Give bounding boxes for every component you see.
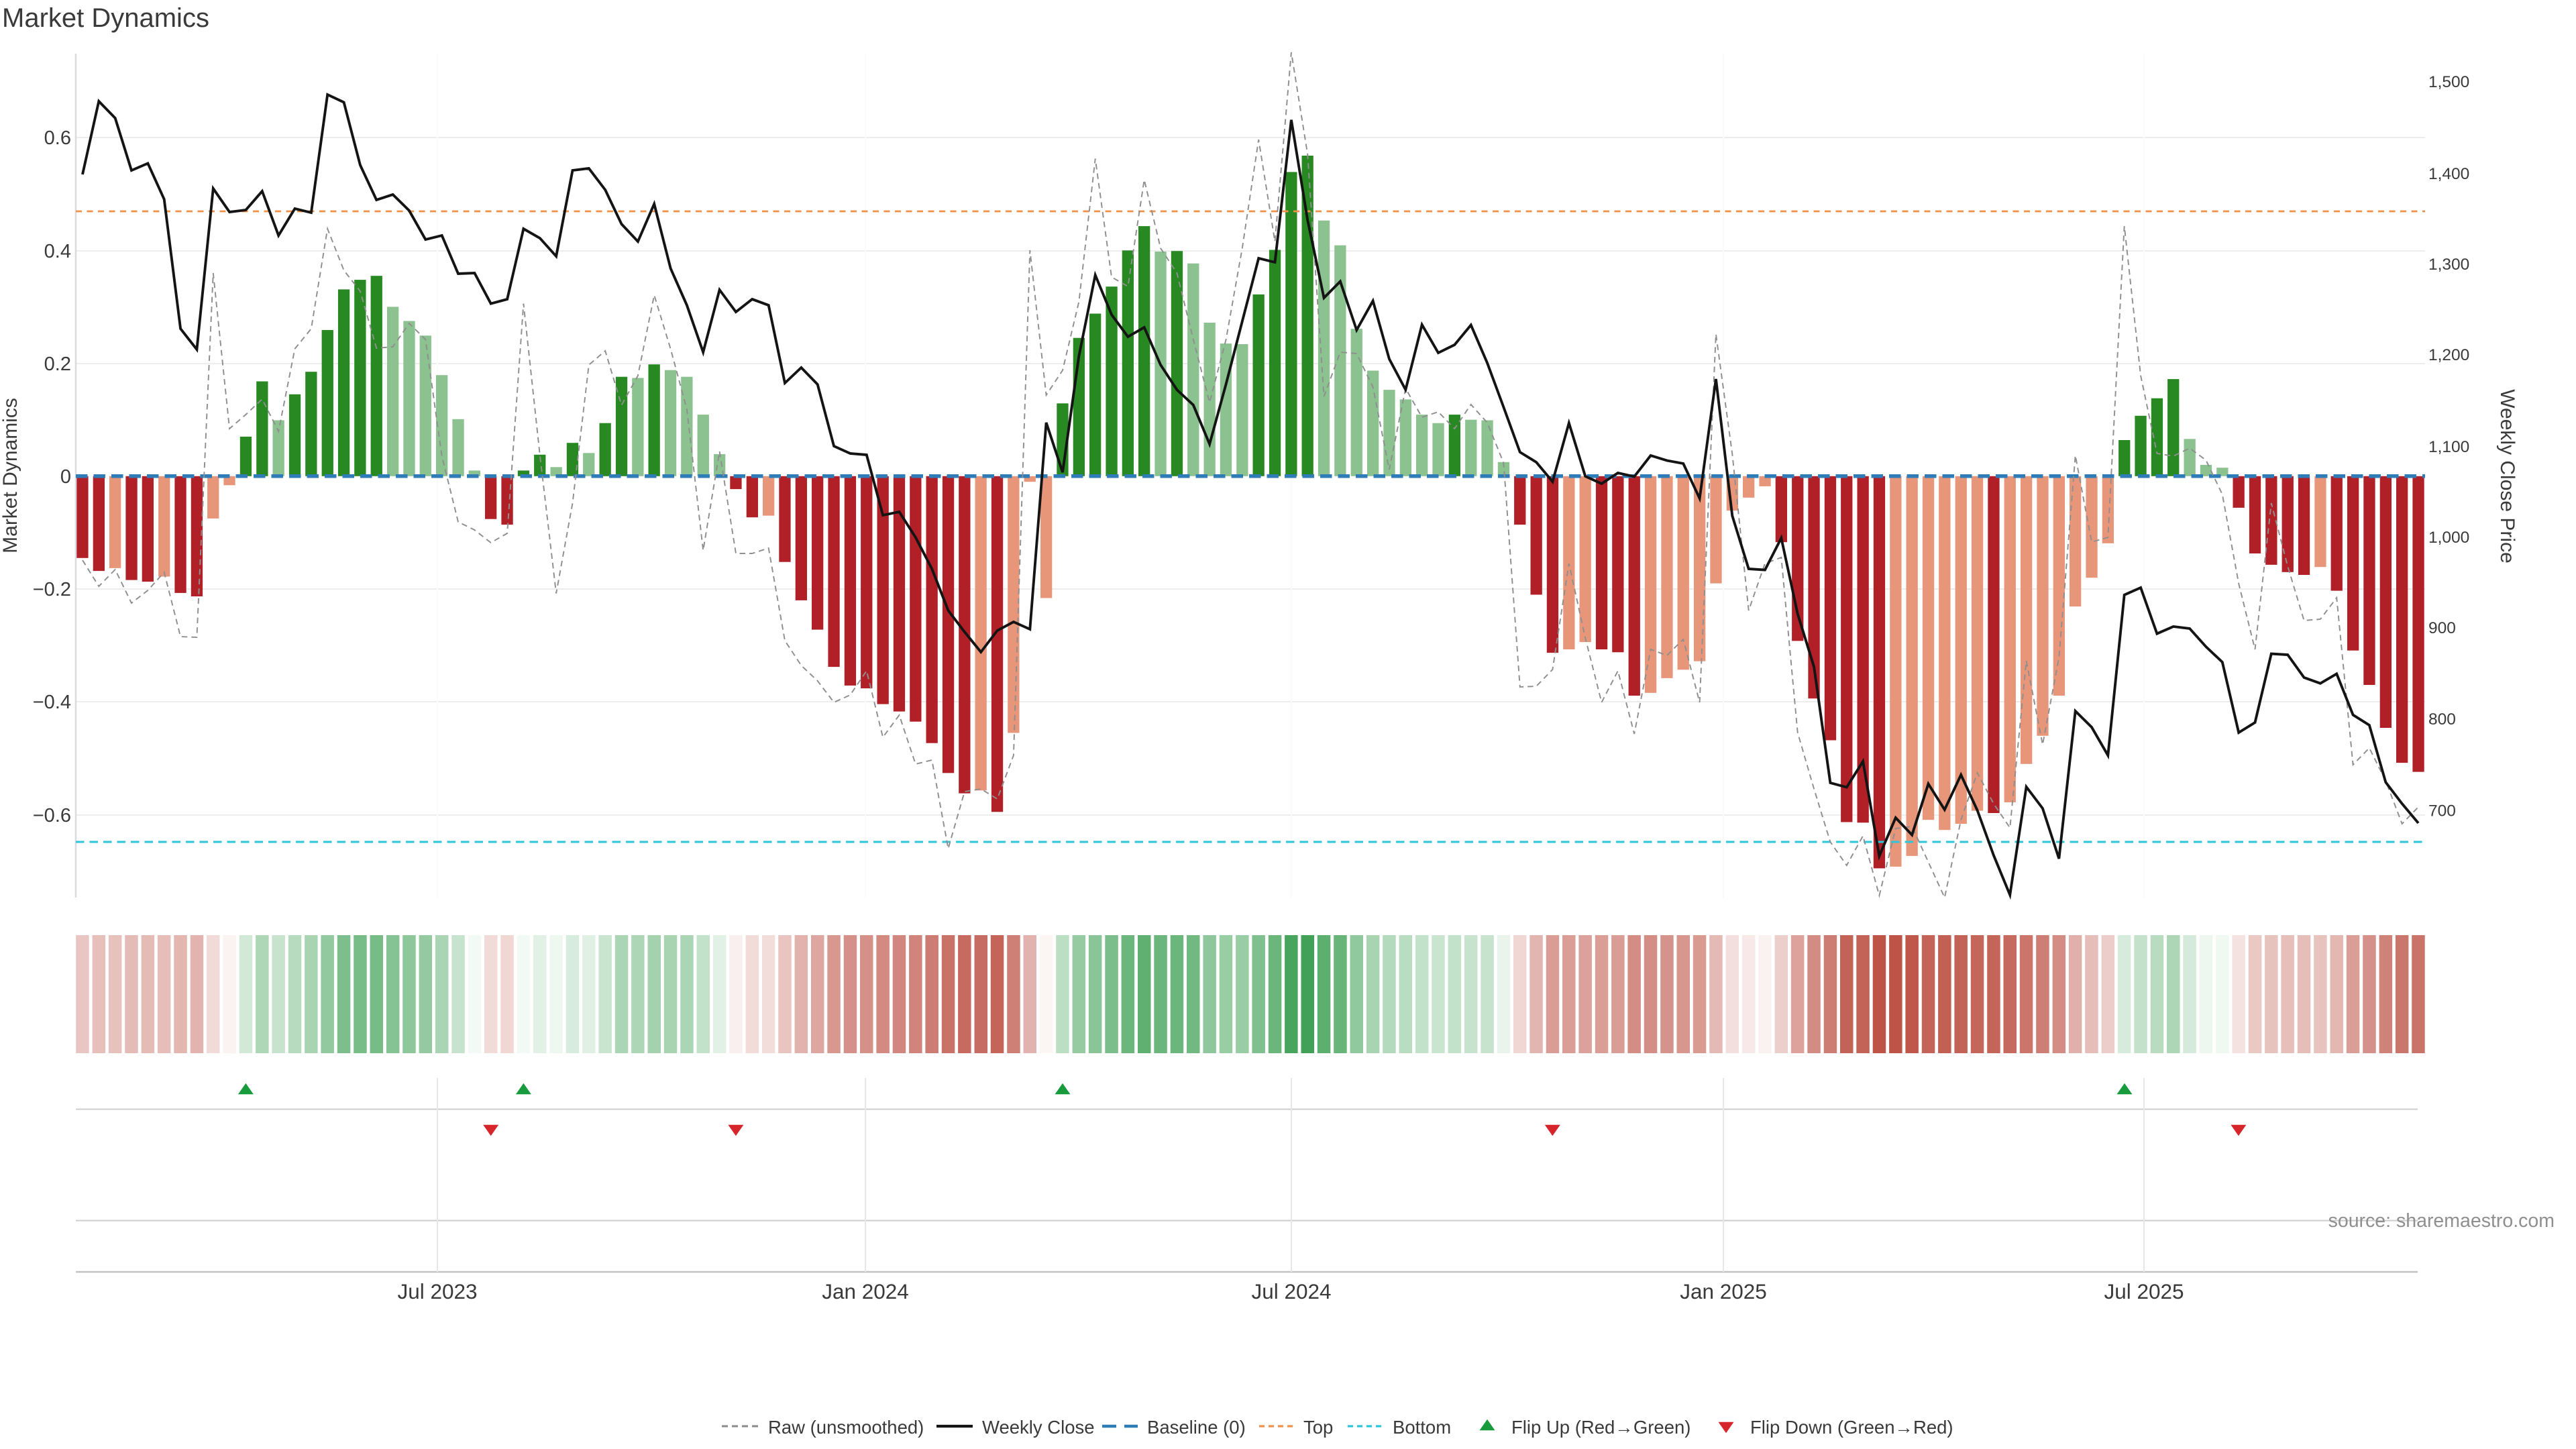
svg-text:0: 0 [60,466,71,488]
svg-text:−0.2: −0.2 [33,579,71,600]
svg-text:800: 800 [2428,710,2456,729]
svg-text:Top: Top [1303,1417,1333,1438]
svg-text:1,000: 1,000 [2428,529,2469,547]
svg-text:−0.4: −0.4 [33,692,71,713]
svg-text:1,200: 1,200 [2428,346,2469,364]
svg-text:Jul 2025: Jul 2025 [2104,1279,2184,1303]
svg-text:Jul 2024: Jul 2024 [1251,1279,1331,1303]
svg-text:source: sharemaestro.com: source: sharemaestro.com [2328,1210,2555,1232]
svg-text:Jan 2025: Jan 2025 [1680,1279,1767,1303]
svg-text:Flip Up (Red→Green): Flip Up (Red→Green) [1511,1417,1690,1438]
svg-text:1,300: 1,300 [2428,256,2469,274]
svg-text:Market Dynamics: Market Dynamics [2,3,209,33]
svg-text:Flip Down (Green→Red): Flip Down (Green→Red) [1750,1417,1953,1438]
svg-text:0.2: 0.2 [44,354,71,375]
svg-text:Baseline (0): Baseline (0) [1147,1417,1246,1438]
svg-text:900: 900 [2428,619,2456,637]
svg-text:Raw (unsmoothed): Raw (unsmoothed) [768,1417,924,1438]
svg-text:0.6: 0.6 [44,127,71,149]
svg-text:−0.6: −0.6 [33,805,71,826]
svg-text:1,400: 1,400 [2428,165,2469,183]
svg-text:Jul 2023: Jul 2023 [397,1279,477,1303]
svg-text:1,500: 1,500 [2428,73,2469,91]
svg-text:Weekly Close Price: Weekly Close Price [2496,389,2518,564]
svg-text:700: 700 [2428,802,2456,820]
svg-text:Bottom: Bottom [1393,1417,1451,1438]
svg-text:Market Dynamics: Market Dynamics [0,398,21,553]
svg-text:Jan 2024: Jan 2024 [822,1279,909,1303]
svg-text:0.4: 0.4 [44,241,71,262]
svg-text:1,100: 1,100 [2428,438,2469,456]
svg-text:Weekly Close: Weekly Close [982,1417,1095,1438]
